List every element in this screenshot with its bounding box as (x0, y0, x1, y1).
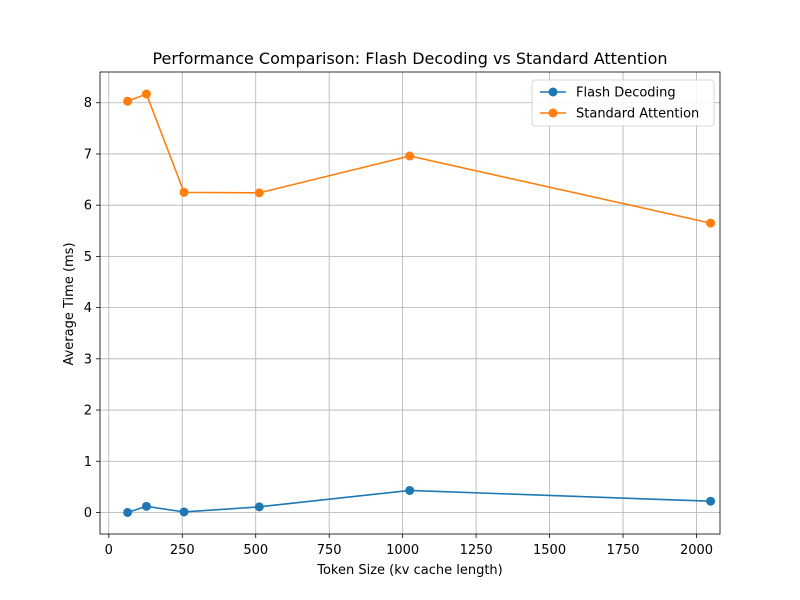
x-tick-label: 0 (105, 543, 113, 558)
data-point (123, 507, 133, 517)
y-axis-label: Average Time (ms) (62, 242, 77, 365)
x-tick-label: 750 (317, 543, 342, 558)
data-point (706, 496, 716, 506)
legend-item: Flash Decoding (540, 86, 676, 101)
y-tick-label: 3 (84, 352, 92, 367)
y-tick-label: 7 (84, 147, 92, 162)
x-tick-label: 1500 (533, 543, 566, 558)
series-standard-attention (123, 89, 716, 228)
grid (100, 72, 720, 534)
y-tick-label: 0 (84, 506, 92, 521)
series-layer (123, 89, 716, 517)
y-tick-label: 2 (84, 404, 92, 419)
data-point (123, 96, 133, 106)
data-point (141, 89, 151, 99)
legend-swatch-marker (548, 87, 558, 97)
x-tick-label: 250 (170, 543, 195, 558)
data-point (179, 507, 189, 517)
data-point (254, 188, 264, 198)
legend-label: Standard Attention (576, 107, 699, 122)
legend: Flash Decoding Standard Attention (531, 79, 715, 127)
ticks: 0 250 500 750 1000 1250 1500 1750 2000 0 1 2 3 4 5 6 7 8 (84, 96, 713, 558)
y-tick-label: 5 (84, 250, 92, 265)
legend-box (531, 79, 715, 127)
plot-frame (99, 71, 721, 535)
x-tick-label: 2000 (680, 543, 713, 558)
legend-swatch-marker (548, 108, 558, 118)
data-point (405, 485, 415, 495)
data-point (141, 501, 151, 511)
legend-label: Flash Decoding (576, 86, 676, 101)
y-tick-label: 6 (84, 199, 92, 214)
x-tick-label: 1250 (460, 543, 493, 558)
x-tick-label: 500 (243, 543, 268, 558)
y-tick-label: 1 (84, 455, 92, 470)
axes (99, 71, 721, 535)
x-tick-label: 1750 (606, 543, 639, 558)
y-tick-label: 4 (84, 301, 92, 316)
data-point (405, 151, 415, 161)
data-point (706, 218, 716, 228)
data-point (254, 502, 264, 512)
data-point (179, 187, 189, 197)
legend-item: Standard Attention (540, 107, 699, 122)
y-tick-label: 8 (84, 96, 92, 111)
chart-title: Performance Comparison: Flash Decoding v… (152, 49, 667, 68)
x-axis-label: Token Size (kv cache length) (316, 563, 503, 578)
x-tick-label: 1000 (386, 543, 419, 558)
series-flash-decoding (123, 485, 716, 517)
